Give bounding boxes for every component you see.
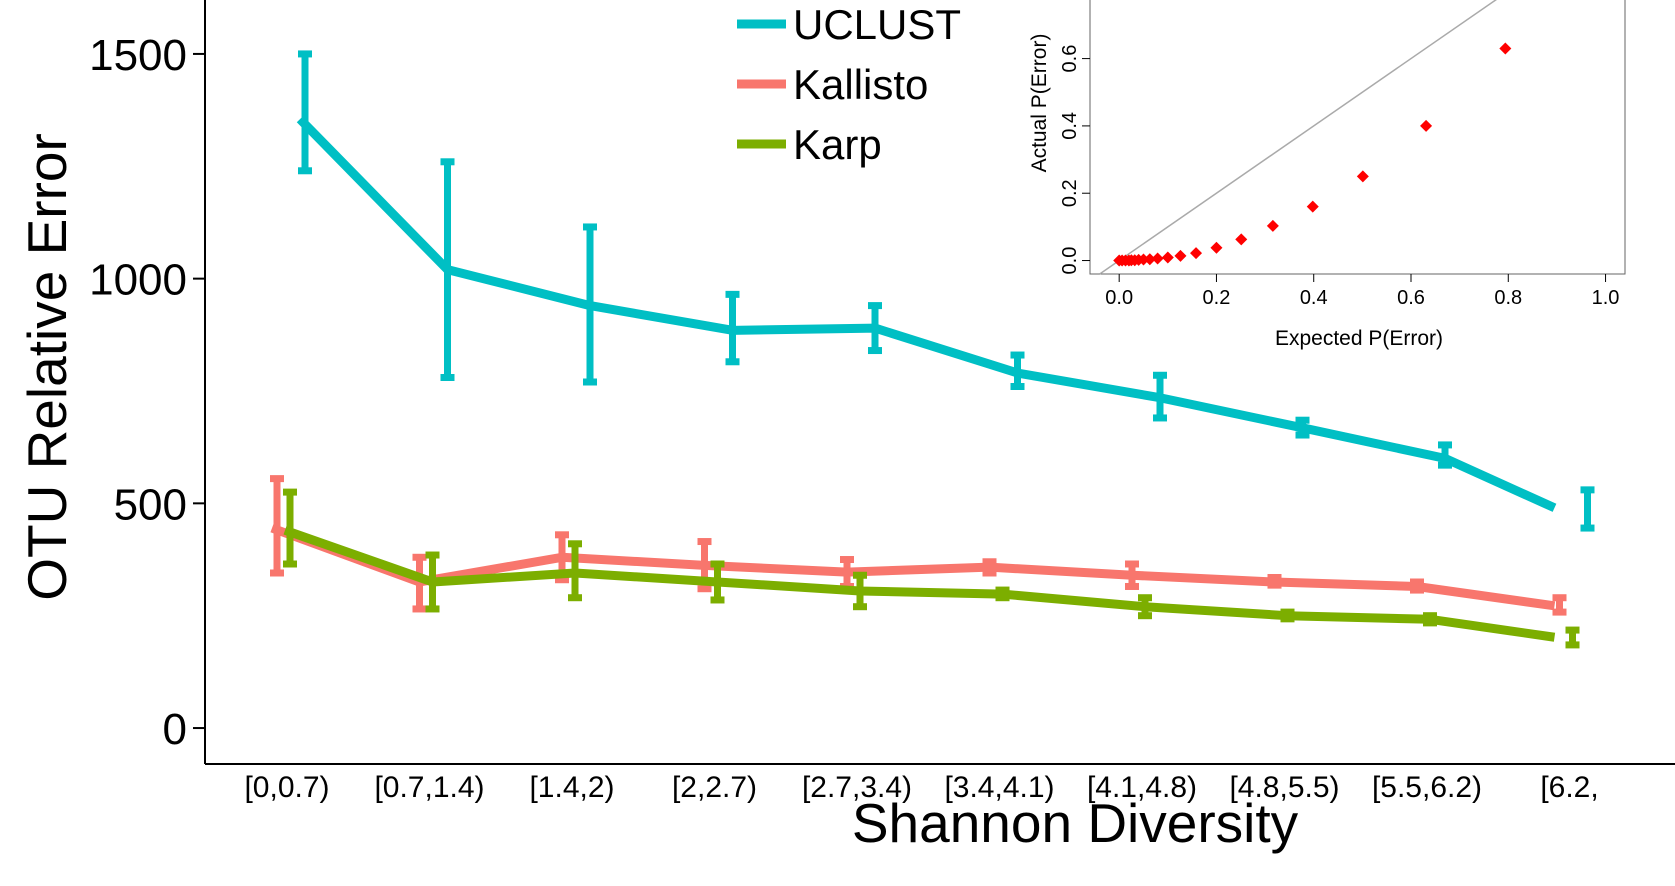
main-x-tick-label-5: [3.4,4.1)	[944, 771, 1054, 804]
inset-point-18	[1420, 119, 1433, 132]
inset-x-tick-label-2: 0.4	[1300, 287, 1328, 309]
main-chart: 0 500 1000 1500 [0,0.7) [0.7,1.4) [1.4,2) [2,2…	[16, 0, 1675, 854]
main-x-tick-label-1: [0.7,1.4)	[374, 771, 484, 804]
inset-chart: 0.0 0.2 0.4 0.6 0.8 1.0 0.0 0.2 0.4 0.6 Expected …	[1028, 0, 1629, 350]
main-x-axis-title: Shannon Diversity	[852, 792, 1299, 854]
uclust-line	[296, 115, 1557, 512]
inset-x-tick-label-1: 0.2	[1203, 287, 1231, 309]
inset-x-axis-title: Expected P(Error)	[1275, 327, 1443, 350]
inset-ticks: 0.0 0.2 0.4 0.6 0.8 1.0 0.0 0.2 0.4 0.6	[1059, 45, 1619, 309]
legend-label-karp: Karp	[793, 121, 882, 168]
inset-point-17	[1356, 170, 1369, 183]
inset-frame	[1089, 0, 1626, 275]
inset-point-8	[1143, 253, 1156, 266]
main-x-ticks: [0,0.7) [0.7,1.4) [1.4,2) [2,2.7) [2.7,3.4) […	[244, 771, 1598, 804]
series-uclust	[296, 50, 1595, 532]
inset-y-axis-title: Actual P(Error)	[1028, 34, 1051, 173]
inset-y-tick-label-0: 0.0	[1059, 247, 1081, 275]
legend-label-kallisto: Kallisto	[793, 61, 928, 108]
inset-y-tick-label-2: 0.4	[1059, 112, 1081, 140]
inset-background	[1045, 0, 1629, 274]
inset-point-15	[1266, 219, 1279, 232]
inset-points	[1113, 42, 1512, 267]
inset-x-tick-label-4: 0.8	[1494, 287, 1522, 309]
inset-reference-line	[1099, 0, 1497, 275]
main-x-tick-label-6: [4.1,4.8)	[1087, 771, 1197, 804]
main-y-tick-label-0: 0	[163, 705, 187, 754]
inset-point-11	[1174, 249, 1187, 262]
series-kallisto	[270, 475, 1567, 616]
main-y-tick-label-1000: 1000	[89, 256, 187, 305]
main-series-group	[270, 50, 1595, 649]
inset-y-tick-label-1: 0.2	[1059, 179, 1081, 207]
main-x-tick-label-2: [1.4,2)	[529, 771, 614, 804]
inset-point-16	[1306, 200, 1319, 213]
main-x-tick-label-4: [2.7,3.4)	[802, 771, 912, 804]
main-x-tick-label-9: [6.2,	[1540, 771, 1598, 804]
main-y-axis-title: OTU Relative Error	[16, 133, 78, 601]
main-y-tick-label-1500: 1500	[89, 31, 187, 80]
main-x-tick-label-7: [4.8,5.5)	[1229, 771, 1339, 804]
main-x-tick-label-8: [5.5,6.2)	[1372, 771, 1482, 804]
inset-point-13	[1210, 241, 1223, 254]
main-x-tick-label-0: [0,0.7)	[244, 771, 329, 804]
karp-line	[283, 526, 1556, 642]
inset-point-14	[1235, 233, 1248, 246]
kallisto-line	[270, 523, 1556, 611]
inset-x-tick-label-5: 1.0	[1592, 287, 1620, 309]
inset-point-19	[1499, 42, 1512, 55]
inset-point-9	[1151, 252, 1164, 265]
inset-point-12	[1190, 247, 1203, 260]
main-y-ticks: 0 500 1000 1500	[89, 31, 205, 754]
inset-x-tick-label-0: 0.0	[1105, 287, 1133, 309]
series-karp	[283, 488, 1580, 649]
inset-point-10	[1161, 251, 1174, 264]
legend: UCLUST Kallisto Karp	[737, 1, 961, 168]
inset-y-tick-label-3: 0.6	[1059, 45, 1081, 73]
main-y-tick-label-500: 500	[114, 480, 187, 529]
legend-label-uclust: UCLUST	[793, 1, 961, 48]
main-x-tick-label-3: [2,2.7)	[672, 771, 757, 804]
inset-x-tick-label-3: 0.6	[1397, 287, 1425, 309]
